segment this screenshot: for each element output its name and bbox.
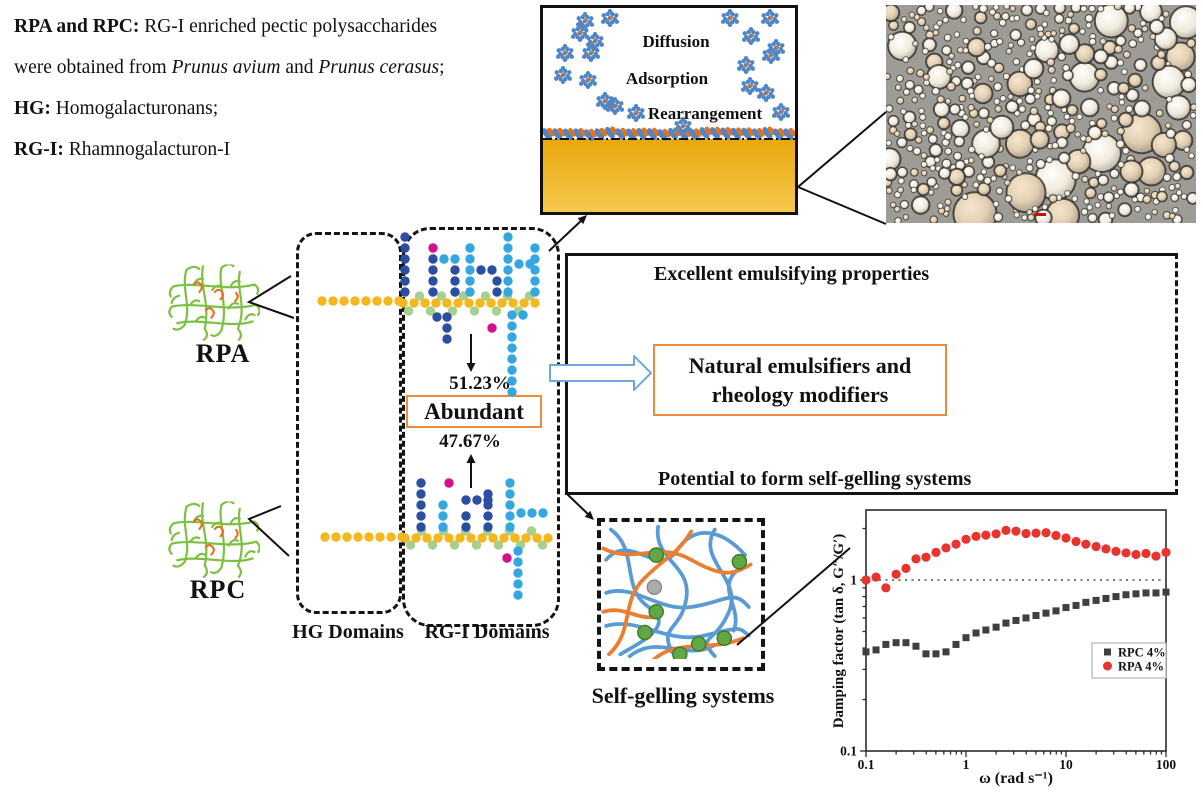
natural-emulsifiers-line1: Natural emulsifiers and: [688, 353, 912, 378]
rearrangement-label: Rearrangement: [647, 104, 763, 123]
definitions-line-4: RG-I: Rhamnogalacturon-I: [14, 139, 231, 160]
definitions-line-2: were obtained from Prunus avium and Prun…: [14, 57, 445, 78]
diffusion-label: Diffusion: [642, 32, 710, 51]
term-rgi: RG-I:: [14, 139, 64, 160]
species-prunus-avium: Prunus avium: [171, 57, 281, 78]
oil-phase: [543, 139, 795, 212]
svg-text:0.1: 0.1: [858, 757, 875, 772]
emulsion-micrograph: [877, 0, 1203, 237]
adsorbed-particle-layer: [542, 126, 797, 141]
svg-text:RPA 4%: RPA 4%: [1118, 660, 1164, 674]
svg-text:Damping factor (tan δ, G″/G′): Damping factor (tan δ, G″/G′): [831, 534, 847, 729]
interface-illustration: [542, 8, 797, 212]
svg-text:1: 1: [963, 757, 970, 772]
definitions-line-3: HG: Homogalacturonans;: [14, 98, 219, 119]
species-prunus-cerasus: Prunus cerasus: [318, 57, 440, 78]
abundant-box: Abundant: [406, 395, 542, 428]
svg-text:RPC 4%: RPC 4%: [1118, 646, 1166, 660]
self-gelling-network-box: [597, 518, 765, 671]
interface-mechanism-panel: Diffusion Adsorption Rearrangement: [540, 5, 798, 215]
svg-text:ω (rad s⁻¹): ω (rad s⁻¹): [979, 770, 1053, 787]
term-hg: HG:: [14, 98, 51, 119]
definitions-line-1: RPA and RPC: RG-I enriched pectic polysa…: [14, 16, 438, 37]
svg-text:10: 10: [1059, 757, 1073, 772]
damping-factor-plot: 0.1 1 10 100 0.1 1 RPC 4%RPA 4% ω (rad s⁻¹) Damp…: [831, 509, 1177, 787]
term-rpa-rpc: RPA and RPC:: [14, 16, 140, 37]
outcome-box: Excellent emulsifying properties Natural…: [565, 253, 1178, 495]
emulsifying-properties-label: Excellent emulsifying properties: [654, 263, 930, 285]
rheology-chart: 0.1 1 10 100 0.1 1 RPC 4% RPA 4% ω (rad s⁻¹) Damp…: [830, 495, 1203, 791]
self-gelling-systems-label: Self-gelling systems: [591, 683, 775, 708]
svg-text:1: 1: [850, 573, 857, 588]
natural-emulsifiers-line2: rheology modifiers: [711, 382, 889, 407]
gel-network-illustration: [601, 524, 753, 663]
rgi-content-lower: 47.67%: [439, 431, 501, 452]
self-gelling-potential-label: Potential to form self-gelling systems: [658, 468, 972, 490]
rpc-label: RPC: [189, 575, 247, 604]
micrograph-pointer-wedge: [796, 111, 887, 225]
rpc-pectin-structure: [168, 499, 260, 581]
definitions-text: RPA and RPC: RG-I enriched pectic polysa…: [14, 6, 494, 170]
natural-emulsifiers-box: Natural emulsifiers and rheology modifie…: [653, 344, 947, 416]
emulsion-droplets-image: [877, 0, 1203, 237]
hg-domains-label: HG Domains: [292, 621, 404, 643]
rgi-domains-label: RG-I Domains: [424, 621, 550, 643]
adsorption-label: Adsorption: [625, 69, 709, 88]
rpa-pectin-structure: [168, 262, 260, 344]
arrow-to-gel-box: [565, 492, 594, 520]
rgi-content-upper: 51.23%: [449, 373, 511, 394]
diffusing-particles: [553, 8, 791, 136]
rgi-domains-box: [402, 227, 560, 627]
svg-text:0.1: 0.1: [840, 744, 857, 759]
rpa-label: RPA: [195, 339, 251, 368]
hg-domains-box: [296, 232, 402, 614]
svg-text:100: 100: [1156, 757, 1177, 772]
